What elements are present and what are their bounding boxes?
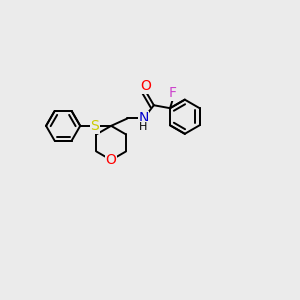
Text: O: O (140, 79, 151, 93)
Text: N: N (138, 112, 149, 125)
Text: S: S (91, 119, 99, 133)
Text: O: O (106, 153, 117, 167)
Text: H: H (139, 122, 148, 132)
Text: F: F (169, 86, 177, 100)
